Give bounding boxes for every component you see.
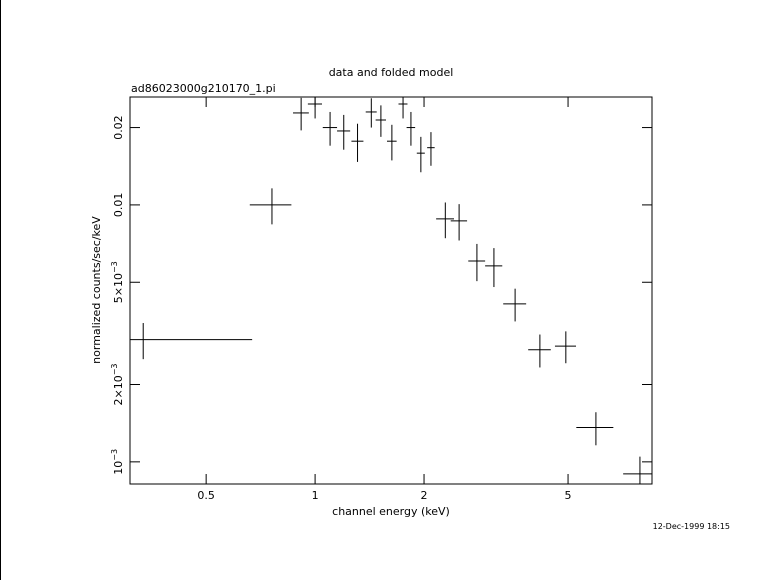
- chart-title: data and folded model: [329, 66, 454, 79]
- x-tick-label: 0.5: [197, 489, 215, 502]
- subtitle: ad86023000g210170_1.pi: [131, 82, 276, 95]
- x-tick-label: 5: [565, 489, 572, 502]
- y-tick-label: 0.02: [112, 115, 125, 140]
- x-tick-label: 1: [312, 489, 319, 502]
- y-tick-label-exponent: −3: [110, 261, 119, 273]
- y-axis-label: normalized counts/sec/keV: [90, 216, 103, 364]
- plot-frame: [129, 96, 653, 485]
- y-tick-label-exponent: −3: [110, 449, 119, 461]
- x-axis-label: channel energy (keV): [332, 505, 450, 518]
- y-tick-label-text: 10: [112, 461, 125, 475]
- y-tick-label-text: 5×10: [112, 273, 125, 303]
- y-tick-label-exponent: −3: [110, 363, 119, 375]
- y-tick-label-text: 2×10: [112, 375, 125, 405]
- y-tick-label: 0.01: [112, 193, 125, 218]
- y-tick-label: 5×10−3: [110, 261, 125, 303]
- y-tick-label: 10−3: [110, 449, 125, 475]
- y-tick-label-text: 0.01: [112, 193, 125, 218]
- timestamp: 12-Dec-1999 18:15: [653, 522, 730, 531]
- x-tick-label: 2: [421, 489, 428, 502]
- y-tick-label-text: 0.02: [112, 115, 125, 140]
- y-tick-label: 2×10−3: [110, 363, 125, 405]
- data-layer: [130, 97, 652, 484]
